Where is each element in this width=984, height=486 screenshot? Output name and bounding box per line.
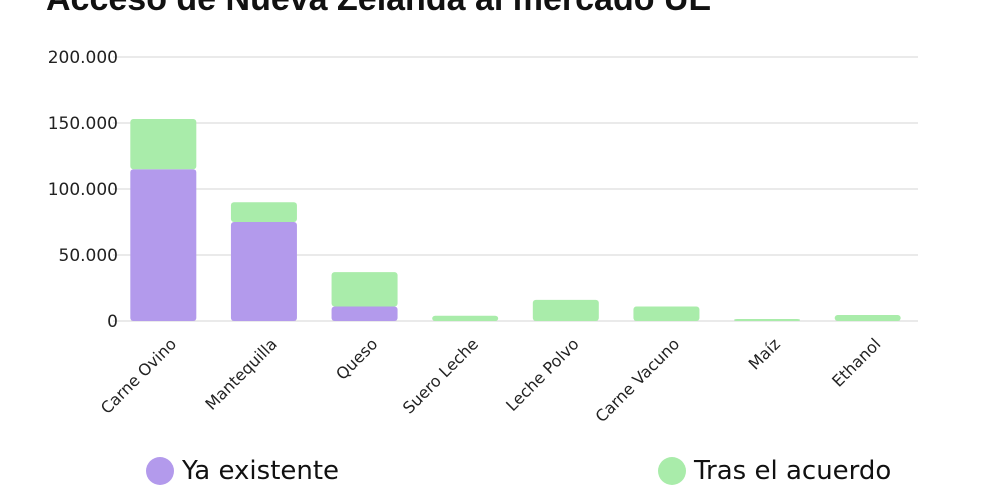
- legend-swatch-tras-el-acuerdo: [658, 457, 686, 485]
- x-tick-label: Suero Leche: [399, 334, 482, 417]
- legend-item-tras-el-acuerdo: Tras el acuerdo: [658, 456, 891, 486]
- bar-tras-el-acuerdo: [834, 315, 901, 321]
- y-axis-ticks: 0 50.000 100.000 150.000 200.000: [48, 48, 118, 332]
- legend-label-tras-el-acuerdo: Tras el acuerdo: [694, 456, 892, 486]
- x-tick-label: Mantequilla: [201, 334, 280, 413]
- bar-tras-el-acuerdo: [130, 119, 197, 170]
- x-tick-label: Carne Vacuno: [592, 334, 684, 426]
- bar-ya-existente: [331, 306, 398, 321]
- bar-ya-existente: [130, 169, 197, 321]
- bar-tras-el-acuerdo: [633, 306, 700, 321]
- y-tick-label: 150.000: [48, 114, 118, 134]
- x-tick-label: Ethanol: [828, 334, 884, 390]
- bar-tras-el-acuerdo: [331, 272, 398, 307]
- bar-tras-el-acuerdo: [230, 202, 297, 222]
- x-tick-label: Carne Ovino: [97, 334, 180, 417]
- y-tick-label: 0: [107, 312, 118, 332]
- y-tick-label: 50.000: [59, 246, 118, 266]
- x-tick-label: Leche Polvo: [502, 334, 583, 415]
- legend-label-ya-existente: Ya existente: [182, 456, 340, 486]
- bar-tras-el-acuerdo: [734, 319, 801, 321]
- legend-swatch-ya-existente: [146, 457, 174, 485]
- y-tick-label: 100.000: [48, 180, 118, 200]
- bars: [130, 119, 901, 321]
- y-tick-label: 200.000: [48, 48, 118, 68]
- bar-tras-el-acuerdo: [432, 315, 499, 321]
- bar-ya-existente: [230, 222, 297, 321]
- legend-item-ya-existente: Ya existente: [146, 456, 339, 486]
- chart-title: Acceso de Nueva Zelanda al mercado UE: [46, 0, 711, 19]
- x-tick-label: Queso: [332, 334, 381, 383]
- x-tick-label: Maíz: [745, 334, 784, 373]
- x-axis-labels: Carne Ovino Mantequilla Queso Suero Leche Le…: [97, 334, 885, 426]
- bar-tras-el-acuerdo: [532, 299, 599, 321]
